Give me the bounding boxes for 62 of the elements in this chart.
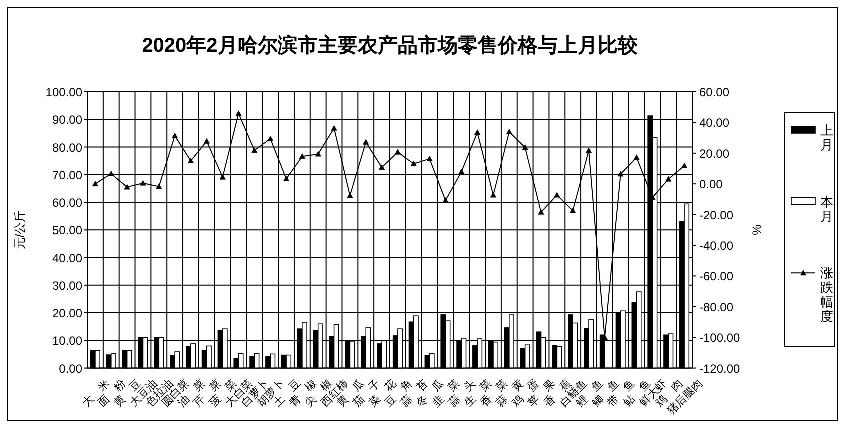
y2-tick-label: -60.00 [700,270,734,284]
y-tick-label: 30.00 [52,278,83,293]
y-tick-label: 40.00 [52,251,83,266]
point [236,110,242,116]
point [268,136,274,142]
point [284,176,290,182]
point [92,181,98,187]
y2-tick-label: 60.00 [700,86,730,100]
point [252,148,258,154]
point [410,160,417,166]
y-tick-label: 100.00 [46,86,83,100]
y2-tick-label: 40.00 [700,116,730,130]
point [124,184,130,190]
y-tick-label: 10.00 [52,334,83,348]
point [315,151,322,157]
y2-tick-label: -100.00 [700,331,741,346]
point [570,208,576,214]
y2-tick-label: -120.00 [700,362,741,376]
point [331,125,338,131]
point [554,192,560,198]
y2-tick-label: 0.00 [700,178,724,192]
point [140,180,146,186]
y2-tick-label: -20.00 [700,208,734,222]
legend-label: 上月 [820,123,834,152]
point [108,170,114,176]
chart-title: 2020年2月哈尔滨市主要农产品市场零售价格与上月比较 [142,34,639,57]
point [666,176,672,182]
point [363,139,370,145]
point [204,138,210,144]
point [394,149,401,155]
point [634,154,640,160]
point [379,164,386,170]
point [522,144,528,150]
y-tick-label: 80.00 [52,140,83,155]
point [347,192,354,198]
point [506,129,512,134]
y-tick-label: 90.00 [52,113,83,128]
y-tick-label: 20.00 [52,306,83,321]
y-tick-label: 0.00 [59,362,83,376]
point [682,162,688,168]
point [442,198,449,204]
point [156,184,162,190]
point [490,192,496,198]
point [618,171,624,177]
y-tick-label: 50.00 [52,224,83,238]
y-axis-title: 元/公斤 [13,210,27,250]
y2-tick-label: -40.00 [700,239,734,253]
y2-axis-title: % [750,224,764,236]
y-tick-label: 60.00 [52,196,83,210]
y2-tick-label: -80.00 [700,300,734,314]
y2-tick-label: 20.00 [700,146,730,161]
point [586,148,592,154]
point [538,209,544,215]
point [172,133,178,138]
point [426,156,433,162]
point [458,168,465,174]
point [474,130,481,136]
point [188,158,194,164]
y-tick-label: 70.00 [52,168,83,182]
point [299,154,306,160]
legend-label: 本月 [820,194,834,224]
legend-label: 涨跌幅度 [820,266,834,324]
